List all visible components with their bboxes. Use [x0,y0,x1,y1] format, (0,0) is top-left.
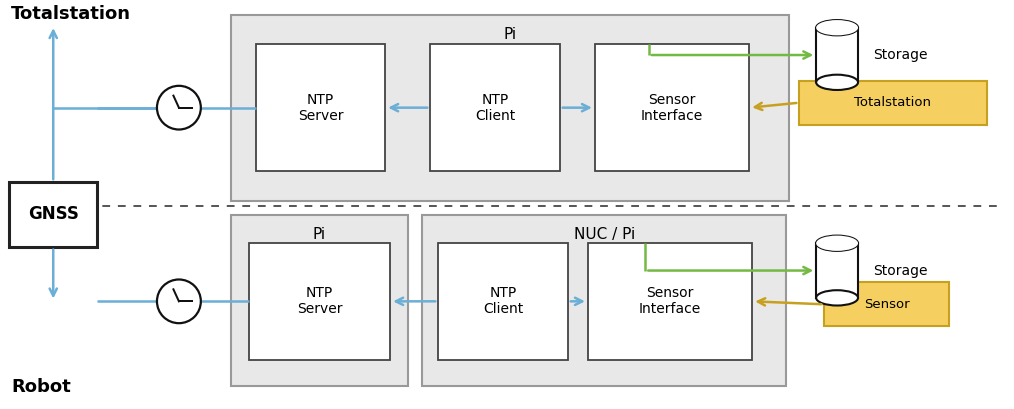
Text: NTP
Server: NTP Server [298,92,344,123]
Text: Pi: Pi [503,27,516,42]
Ellipse shape [816,20,858,35]
Text: Sensor: Sensor [864,298,910,311]
Bar [248,243,390,360]
Text: Totalstation: Totalstation [855,96,932,109]
Text: Sensor
Interface: Sensor Interface [639,286,701,317]
Bar [595,44,749,171]
Ellipse shape [816,290,858,306]
Ellipse shape [816,75,858,90]
Ellipse shape [816,236,858,251]
Bar [231,15,789,201]
Text: Storage: Storage [873,263,928,278]
Text: Pi: Pi [313,227,327,242]
Bar [430,44,560,171]
Text: NTP
Server: NTP Server [297,286,343,317]
Ellipse shape [816,236,858,251]
Bar [9,182,97,247]
Text: Storage: Storage [873,48,928,62]
Bar [799,81,987,125]
Bar [816,243,858,298]
Text: Totalstation: Totalstation [11,5,132,23]
Bar [588,243,752,360]
Text: GNSS: GNSS [27,205,79,223]
Bar [422,215,786,386]
Text: NUC / Pi: NUC / Pi [574,227,635,242]
Ellipse shape [816,20,858,35]
Text: NTP
Client: NTP Client [483,286,523,317]
Bar [824,283,949,326]
Bar [816,28,858,82]
Bar [231,215,409,386]
Text: Robot: Robot [11,378,71,396]
Text: NTP
Client: NTP Client [475,92,515,123]
Bar [438,243,568,360]
Text: Sensor
Interface: Sensor Interface [641,92,703,123]
Bar [256,44,385,171]
